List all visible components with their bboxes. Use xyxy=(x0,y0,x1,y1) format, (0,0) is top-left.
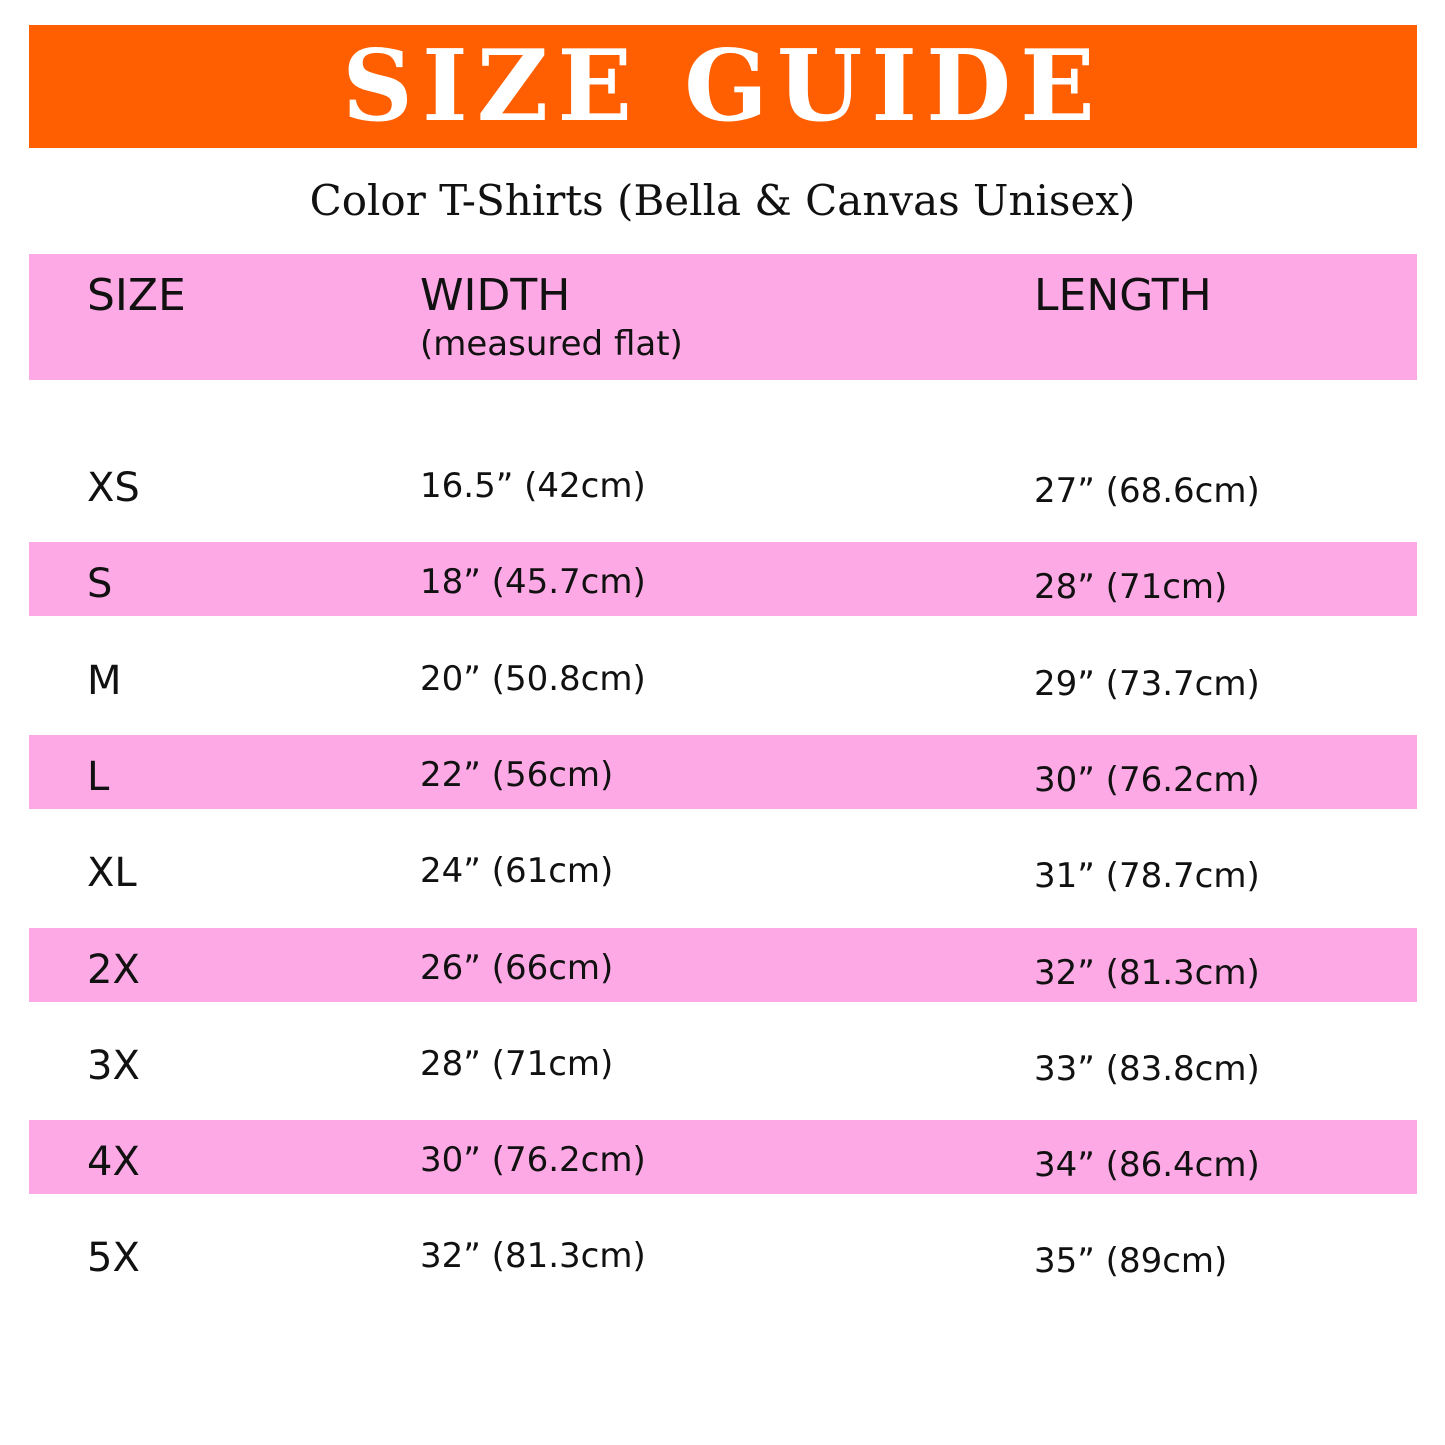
cell-width: 20” (50.8cm) xyxy=(420,658,646,699)
cell-width: 18” (45.7cm) xyxy=(420,562,646,603)
row-stripe xyxy=(29,927,1417,1002)
cell-length: 33” (83.8cm) xyxy=(1034,1048,1260,1089)
cell-width: 26” (66cm) xyxy=(420,947,614,988)
header-width: WIDTH xyxy=(420,270,571,321)
cell-size: 4X xyxy=(87,1139,140,1186)
cell-length: 29” (73.7cm) xyxy=(1034,663,1260,704)
cell-size: 2X xyxy=(87,946,140,993)
title-banner: SIZE GUIDE xyxy=(29,25,1417,148)
cell-length: 31” (78.7cm) xyxy=(1034,856,1260,897)
cell-width: 22” (56cm) xyxy=(420,754,614,795)
cell-length: 27” (68.6cm) xyxy=(1034,471,1260,511)
cell-size: M xyxy=(87,657,122,704)
cell-length: 35” (89cm) xyxy=(1034,1241,1228,1282)
table-header: SIZE WIDTH (measured flat) LENGTH xyxy=(29,254,1417,380)
row-stripe xyxy=(29,734,1417,809)
subtitle: Color T-Shirts (Bella & Canvas Unisex) xyxy=(309,176,1136,225)
cell-length: 28” (71cm) xyxy=(1034,567,1228,608)
page-title: SIZE GUIDE xyxy=(342,28,1104,144)
cell-width: 32” (81.3cm) xyxy=(420,1236,646,1277)
cell-width: 30” (76.2cm) xyxy=(420,1140,646,1181)
cell-width: 28” (71cm) xyxy=(420,1043,614,1084)
header-length: LENGTH xyxy=(1034,270,1212,321)
cell-length: 30” (76.2cm) xyxy=(1034,759,1260,800)
header-size: SIZE xyxy=(87,270,186,321)
cell-length: 32” (81.3cm) xyxy=(1034,952,1260,993)
cell-size: XL xyxy=(87,850,137,897)
cell-size: S xyxy=(87,561,113,608)
cell-size: 5X xyxy=(87,1235,140,1282)
cell-size: XS xyxy=(87,465,140,511)
row-stripe xyxy=(29,542,1417,617)
cell-length: 34” (86.4cm) xyxy=(1034,1145,1260,1186)
cell-size: 3X xyxy=(87,1042,140,1089)
header-width-note: (measured flat) xyxy=(420,324,683,364)
row-stripe xyxy=(29,1120,1417,1195)
cell-width: 16.5” (42cm) xyxy=(420,466,646,506)
cell-width: 24” (61cm) xyxy=(420,851,614,892)
cell-size: L xyxy=(87,753,110,800)
